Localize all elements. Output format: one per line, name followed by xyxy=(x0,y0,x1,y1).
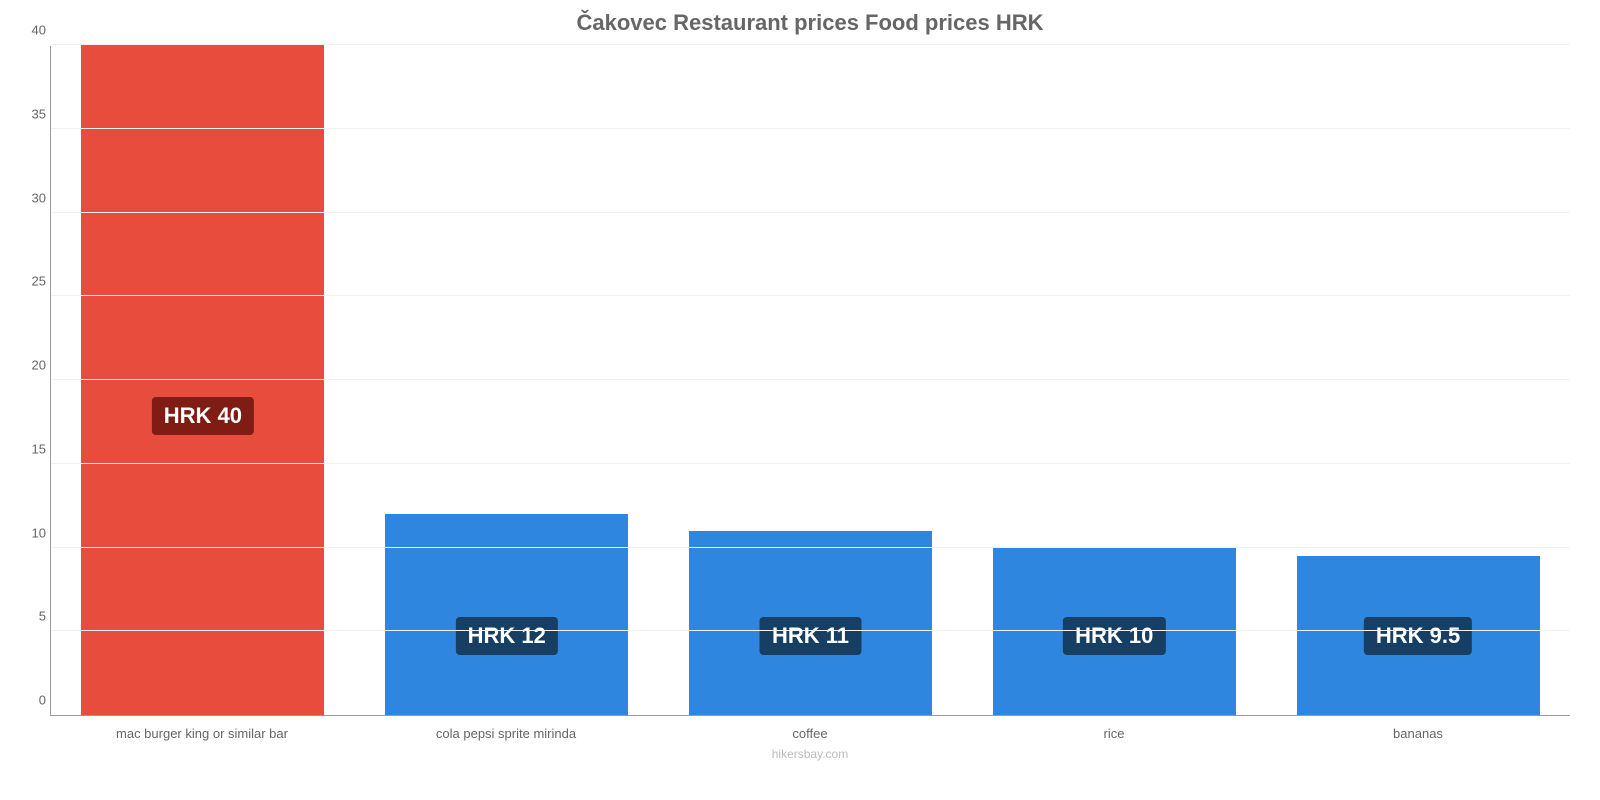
y-tick-label: 20 xyxy=(11,358,46,373)
gridline xyxy=(51,379,1570,380)
gridline xyxy=(51,463,1570,464)
bar-value-label: HRK 40 xyxy=(152,397,254,435)
bar: HRK 11 xyxy=(689,531,932,715)
x-axis-label: cola pepsi sprite mirinda xyxy=(354,726,658,741)
y-tick-label: 25 xyxy=(11,274,46,289)
chart-caption: hikersbay.com xyxy=(50,747,1570,761)
bar-value-label: HRK 9.5 xyxy=(1364,617,1472,655)
x-axis-label: mac burger king or similar bar xyxy=(50,726,354,741)
chart-container: Čakovec Restaurant prices Food prices HR… xyxy=(0,0,1600,800)
chart-title: Čakovec Restaurant prices Food prices HR… xyxy=(50,10,1570,36)
bar-slot: HRK 9.5 xyxy=(1266,46,1570,715)
x-axis-label: bananas xyxy=(1266,726,1570,741)
bar-value-label: HRK 10 xyxy=(1063,617,1165,655)
gridline xyxy=(51,212,1570,213)
gridline xyxy=(51,547,1570,548)
bar: HRK 40 xyxy=(81,45,324,715)
y-tick-label: 0 xyxy=(11,693,46,708)
bar-slot: HRK 10 xyxy=(962,46,1266,715)
x-axis-labels: mac burger king or similar barcola pepsi… xyxy=(50,726,1570,741)
bar-slot: HRK 12 xyxy=(355,46,659,715)
x-axis-label: coffee xyxy=(658,726,962,741)
y-tick-label: 40 xyxy=(11,23,46,38)
bar: HRK 9.5 xyxy=(1297,556,1540,715)
y-tick-label: 10 xyxy=(11,525,46,540)
bar-value-label: HRK 11 xyxy=(760,617,861,655)
gridline xyxy=(51,630,1570,631)
gridline xyxy=(51,44,1570,45)
bar: HRK 10 xyxy=(993,548,1236,716)
plot-area: HRK 40HRK 12HRK 11HRK 10HRK 9.5 05101520… xyxy=(50,46,1570,716)
bars-group: HRK 40 HRK 12 HRK 11 HRK 10 HRK 9.5 xyxy=(51,46,1570,715)
gridline xyxy=(51,295,1570,296)
x-axis-label: rice xyxy=(962,726,1266,741)
bar-value-label: HRK 12 xyxy=(456,617,558,655)
gridline xyxy=(51,128,1570,129)
bar-slot: HRK 40 xyxy=(51,46,355,715)
y-tick-label: 5 xyxy=(11,609,46,624)
bar: HRK 12 xyxy=(385,514,628,715)
y-tick-label: 15 xyxy=(11,441,46,456)
y-tick-label: 30 xyxy=(11,190,46,205)
bar-slot: HRK 11 xyxy=(659,46,963,715)
y-tick-label: 35 xyxy=(11,106,46,121)
